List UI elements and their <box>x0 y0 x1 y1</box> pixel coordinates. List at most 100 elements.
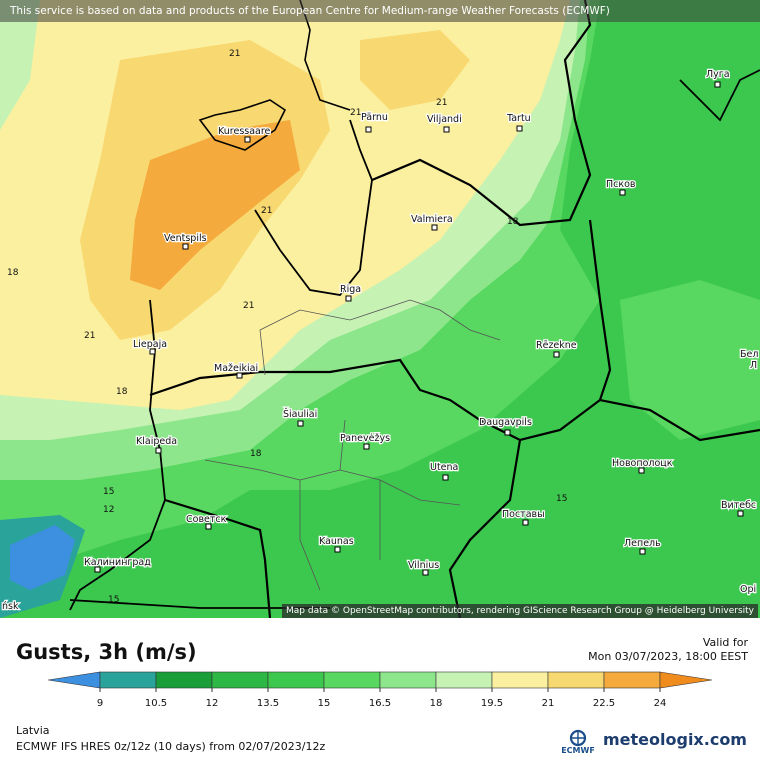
city-label: Šiauliai <box>283 408 317 420</box>
city-label: Kaunas <box>319 536 354 547</box>
field-24 <box>130 120 300 290</box>
scale-tick-label: 24 <box>654 698 667 709</box>
scale-segment <box>155 671 213 689</box>
region-name: Latvia <box>16 724 50 737</box>
scale-segment <box>323 671 381 689</box>
scale-tick-label: 12 <box>206 698 219 709</box>
city-label: Л <box>750 360 757 371</box>
city-label: Калининград <box>84 557 151 568</box>
city-label: Псков <box>606 179 636 190</box>
isoline-label: 18 <box>7 268 19 278</box>
color-scale: 9 10.5 12 13.5 15 16.5 18 19.5 21 22.5 24 <box>47 671 713 709</box>
scale-segment <box>603 671 661 689</box>
city-markers <box>94 81 744 576</box>
border-lithuania-belarus <box>448 439 522 619</box>
scale-tick-label: 16.5 <box>369 698 391 709</box>
scale-segments <box>47 671 713 689</box>
city-label: Rēzekne <box>536 340 577 351</box>
scale-tick-label: 18 <box>430 698 443 709</box>
city-label: Viljandi <box>427 114 462 125</box>
scale-segment <box>435 671 493 689</box>
coastline-saaremaa <box>198 99 287 151</box>
city-label: Panevėžys <box>340 433 390 444</box>
ecmwf-logo: ECMWF <box>556 728 600 758</box>
scale-segment <box>659 671 713 689</box>
city-label: Лепель <box>624 538 661 549</box>
city-label: Kuressaare <box>218 126 271 137</box>
isoline-label: 21 <box>229 49 240 59</box>
border-latvia-lithuania <box>149 358 760 442</box>
page-title: Gusts, 3h (m/s) <box>16 640 197 664</box>
isoline-label: 15 <box>108 595 119 605</box>
city-label: Riga <box>340 284 361 295</box>
city-label: Mažeikiai <box>214 363 258 374</box>
city-label: Луга <box>706 69 730 80</box>
border-latvia-estonia-russia <box>371 0 592 227</box>
city-label: Орі <box>740 584 756 595</box>
map-canvas[interactable]: Kuressaare Pärnu Viljandi Tartu Луга Пск… <box>0 0 760 619</box>
city-label: Новополоцк <box>612 458 673 469</box>
scale-segment <box>547 671 605 689</box>
scale-tick-label: 10.5 <box>145 698 167 709</box>
city-label: Klaipeda <box>136 436 177 447</box>
scale-segment <box>379 671 437 689</box>
ecmwf-logo-text: ECMWF <box>561 746 595 755</box>
scale-tick-label: 13.5 <box>257 698 279 709</box>
valid-time: Mon 03/07/2023, 18:00 EEST <box>588 650 748 663</box>
isoline-label: 21 <box>243 301 254 311</box>
isoline-label: 15 <box>103 487 114 497</box>
isoline-label: 18 <box>116 387 128 397</box>
city-label: Valmiera <box>411 214 453 225</box>
city-label: Pärnu <box>361 112 388 123</box>
map-svg: Kuressaare Pärnu Viljandi Tartu Луга Пск… <box>0 0 760 619</box>
ecmwf-notice-banner: This service is based on data and produc… <box>0 0 760 22</box>
field-22-5-east <box>360 30 470 110</box>
field-10-5 <box>10 525 75 590</box>
scale-segment <box>267 671 325 689</box>
city-label: Utena <box>430 462 458 473</box>
field-16-5-east <box>620 280 760 440</box>
valid-for-label: Valid for <box>702 636 748 649</box>
scale-tick-label: 15 <box>318 698 331 709</box>
ecmwf-logo-icon <box>569 729 587 747</box>
map-attribution[interactable]: Map data © OpenStreetMap contributors, r… <box>282 604 758 618</box>
city-label: Ventspils <box>164 233 207 244</box>
isoline-label: 18 <box>507 217 519 227</box>
isoline-label: 15 <box>556 494 567 504</box>
scale-tick-label: 22.5 <box>593 698 615 709</box>
border-latvia-russia <box>588 219 612 401</box>
city-label: Поставы <box>502 509 545 520</box>
city-labels: Kuressaare Pärnu Viljandi Tartu Луга Пск… <box>1 68 760 613</box>
scale-tick-label: 19.5 <box>481 698 503 709</box>
scale-tick-label: 21 <box>542 698 555 709</box>
model-run-info: ECMWF IFS HRES 0z/12z (10 days) from 02/… <box>16 740 326 753</box>
city-label: Витебс <box>721 500 756 511</box>
admin-borders-lithuania <box>204 419 461 591</box>
coastline-gulf-of-riga <box>254 119 373 296</box>
scale-segment <box>99 671 157 689</box>
legend-panel: 9 10.5 12 13.5 15 16.5 18 19.5 21 22.5 24 <box>0 620 760 760</box>
city-label: Liepaja <box>133 339 167 350</box>
isoline-label: 12 <box>103 505 114 515</box>
scale-segment <box>47 671 101 689</box>
scale-segment <box>211 671 269 689</box>
city-label: Tartu <box>506 113 531 124</box>
border-kaliningrad <box>164 498 272 619</box>
scale-tick-label: 9 <box>97 698 103 709</box>
scale-ticks: 9 10.5 12 13.5 15 16.5 18 19.5 21 22.5 24 <box>97 688 667 709</box>
city-label: Бел <box>740 349 758 360</box>
brand-logo[interactable]: meteologix.com <box>603 730 747 749</box>
city-label: Советск <box>186 514 227 525</box>
isoline-label: 21 <box>436 98 447 108</box>
isoline-label: 21 <box>350 108 361 118</box>
city-label: Vilnius <box>408 560 439 571</box>
city-label: ńsk <box>2 601 19 612</box>
city-label: Daugavpils <box>479 417 532 428</box>
isoline-labels: 21 21 21 21 18 21 21 18 18 18 15 12 15 1… <box>7 49 567 605</box>
scale-segment <box>491 671 549 689</box>
isoline-label: 18 <box>250 449 262 459</box>
border-russia <box>679 69 760 122</box>
isoline-label: 21 <box>84 331 95 341</box>
isoline-label: 21 <box>261 206 272 216</box>
admin-borders-latvia <box>259 299 501 376</box>
